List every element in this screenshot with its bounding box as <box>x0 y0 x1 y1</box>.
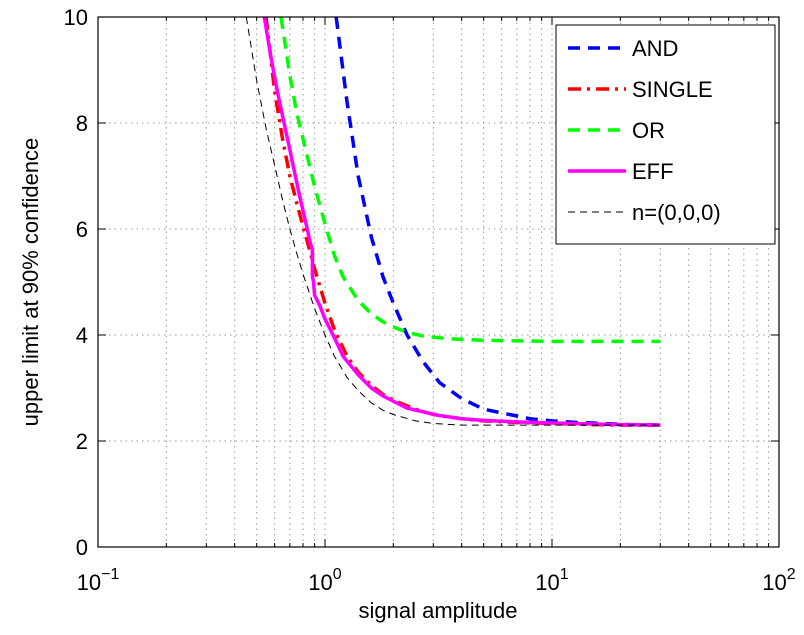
y-tick-label: 6 <box>76 217 88 242</box>
y-tick-label: 4 <box>76 323 88 348</box>
x-tick-exponent: 2 <box>787 566 796 583</box>
legend-label: EFF <box>632 159 674 184</box>
y-axis-label: upper limit at 90% confidence <box>18 138 43 427</box>
x-axis-label: signal amplitude <box>359 598 518 623</box>
x-tick-exponent: 0 <box>333 566 342 583</box>
x-tick-exponent: 1 <box>560 566 569 583</box>
legend-label: SINGLE <box>632 77 713 102</box>
y-tick-label: 8 <box>76 111 88 136</box>
x-tick-label: 10−1 <box>77 566 120 595</box>
y-tick-label: 2 <box>76 429 88 454</box>
legend-label: AND <box>632 36 678 61</box>
legend-label: n=(0,0,0) <box>632 200 721 225</box>
y-tick-label: 0 <box>76 535 88 560</box>
x-tick-base: 10 <box>77 570 101 595</box>
legend-label: OR <box>632 118 665 143</box>
x-tick-label: 102 <box>762 566 795 595</box>
x-tick-base: 10 <box>535 570 559 595</box>
x-tick-exponent: −1 <box>101 566 119 583</box>
x-tick-label: 100 <box>308 566 341 595</box>
legend-box <box>555 24 776 245</box>
x-tick-base: 10 <box>762 570 786 595</box>
y-tick-label: 10 <box>64 5 88 30</box>
series-layer <box>245 17 661 427</box>
plot-frame <box>97 16 780 548</box>
series-line-n-0-0-0 <box>245 17 661 426</box>
x-tick-label: 101 <box>535 566 568 595</box>
series-line-or <box>279 17 661 344</box>
legend: AND SINGLE OR EFF n=(0,0,0) <box>555 24 776 245</box>
x-tick-base: 10 <box>308 570 332 595</box>
series-line-eff <box>262 17 661 427</box>
